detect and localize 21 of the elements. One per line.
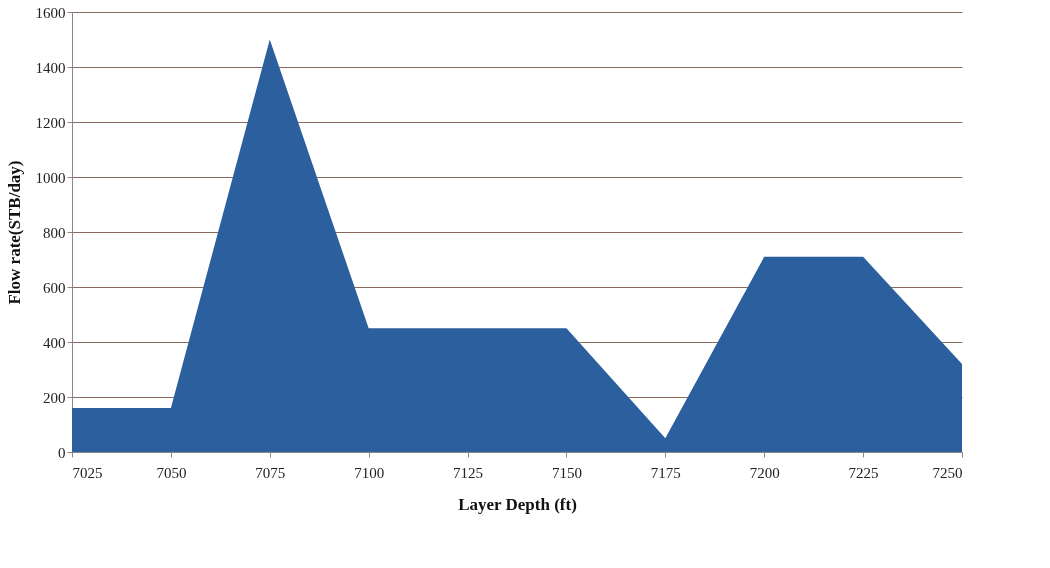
y-tick-label: 200	[43, 389, 66, 406]
y-tick-label: 600	[43, 279, 66, 296]
x-tick-label: 7125	[453, 464, 484, 481]
x-tick-label: 7050	[156, 464, 187, 481]
y-tick-label: 0	[58, 444, 66, 461]
x-tick-label: 7225	[848, 464, 879, 481]
y-tick-label: 800	[43, 224, 66, 241]
y-tick-label: 400	[43, 334, 66, 351]
x-tick-label: 7200	[749, 464, 780, 481]
x-tick-label: 7075	[255, 464, 286, 481]
y-tick-label: 1600	[35, 4, 66, 21]
x-axis-title: Layer Depth (ft)	[458, 494, 577, 514]
x-tick-label: 7175	[650, 464, 681, 481]
x-tick-label: 7025	[72, 464, 103, 481]
y-axis-title: Flow rate(STB/day)	[4, 160, 24, 305]
y-tick-label: 1400	[35, 59, 66, 76]
x-tick-label: 7150	[551, 464, 582, 481]
x-tick-label: 7250	[932, 464, 963, 481]
x-tick-label: 7100	[354, 464, 385, 481]
y-tick-label: 1000	[35, 169, 66, 186]
y-tick-label: 1200	[35, 114, 66, 131]
